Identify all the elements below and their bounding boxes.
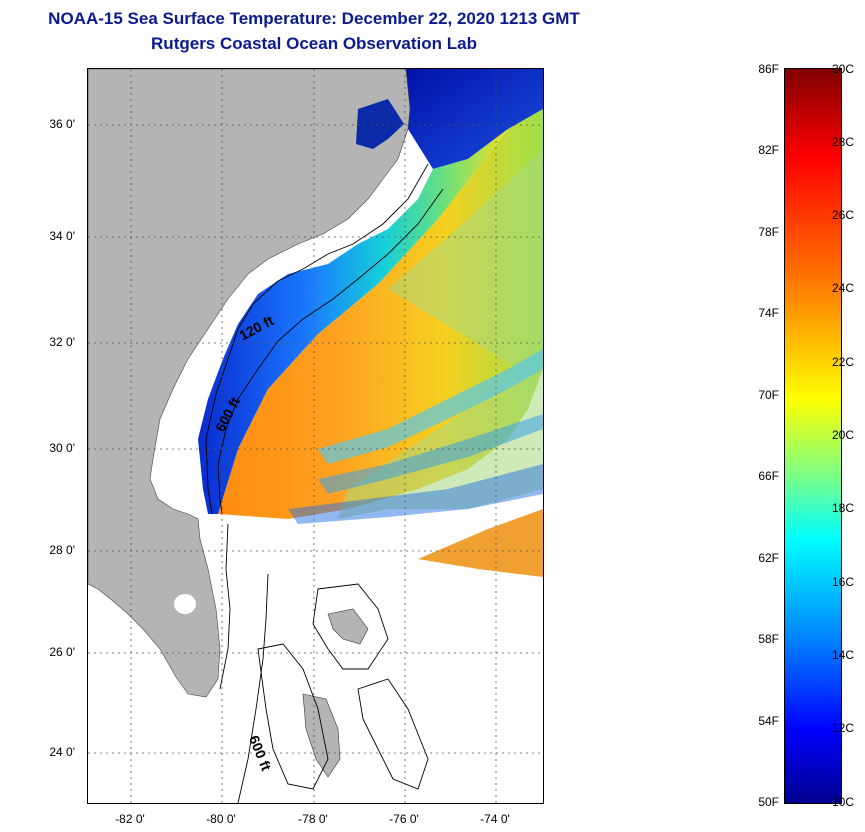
colorbar-f-label: 74F bbox=[758, 306, 779, 320]
colorbar-f-label: 66F bbox=[758, 469, 779, 483]
x-tick-label: -74 0' bbox=[480, 812, 510, 826]
x-tick-label: -82 0' bbox=[115, 812, 145, 826]
colorbar-f-label: 82F bbox=[758, 143, 779, 157]
lake-okeechobee bbox=[174, 594, 196, 614]
x-tick-label: -78 0' bbox=[298, 812, 328, 826]
bahamas-andros bbox=[302, 693, 341, 778]
colorbar-c-label: 16C bbox=[832, 575, 855, 589]
colorbar-c-label: 20C bbox=[832, 428, 855, 442]
colorbar-c-label: 12C bbox=[832, 721, 855, 735]
pamlico-sound bbox=[356, 99, 404, 149]
offshore-cloud-streaks bbox=[318, 349, 543, 464]
graticule bbox=[88, 69, 543, 803]
bahamas-little bbox=[327, 608, 369, 645]
y-tick-label: 30 0' bbox=[49, 441, 75, 455]
colorbar-c-label: 26C bbox=[832, 208, 855, 222]
offshore-mixed-region bbox=[338, 149, 543, 519]
depth-contours bbox=[205, 163, 444, 803]
sst-map[interactable]: 120 ft 600 ft 600 ft bbox=[87, 68, 544, 804]
colorbar-c-label: 28C bbox=[832, 135, 855, 149]
colorbar-f-label: 62F bbox=[758, 551, 779, 565]
colorbar-c-label: 30C bbox=[832, 62, 855, 76]
colorbar-c-label: 14C bbox=[832, 648, 855, 662]
colorbar-f-label: 58F bbox=[758, 632, 779, 646]
colorbar-f-label: 78F bbox=[758, 225, 779, 239]
y-tick-label: 24 0' bbox=[49, 745, 75, 759]
y-tick-label: 36 0' bbox=[49, 117, 75, 131]
coastal-shelf-band bbox=[198, 129, 508, 514]
map-subtitle: Rutgers Coastal Ocean Observation Lab bbox=[151, 34, 477, 53]
contour-120ft bbox=[205, 163, 429, 515]
colorbar-f-label: 50F bbox=[758, 795, 779, 809]
colorbar-c-label: 22C bbox=[832, 355, 855, 369]
temperature-colorbar bbox=[784, 68, 842, 804]
colorbar-c-label: 24C bbox=[832, 281, 855, 295]
colorbar-f-label: 54F bbox=[758, 714, 779, 728]
cold-north-water bbox=[398, 69, 543, 169]
map-title: NOAA-15 Sea Surface Temperature: Decembe… bbox=[48, 9, 580, 28]
colorbar-f-label: 86F bbox=[758, 62, 779, 76]
colorbar-f-label: 70F bbox=[758, 388, 779, 402]
y-tick-label: 34 0' bbox=[49, 229, 75, 243]
southeast-warm-patch bbox=[418, 509, 543, 577]
y-tick-label: 26 0' bbox=[49, 645, 75, 659]
colorbar-c-label: 18C bbox=[832, 501, 855, 515]
y-tick-label: 32 0' bbox=[49, 335, 75, 349]
colorbar-c-label: 10C bbox=[832, 795, 855, 809]
x-tick-label: -76 0' bbox=[389, 812, 419, 826]
sst-map-canvas: 120 ft 600 ft 600 ft bbox=[88, 69, 543, 803]
y-tick-label: 28 0' bbox=[49, 543, 75, 557]
contour-600ft bbox=[217, 188, 444, 515]
land-mainland bbox=[88, 69, 411, 698]
x-tick-label: -80 0' bbox=[206, 812, 236, 826]
